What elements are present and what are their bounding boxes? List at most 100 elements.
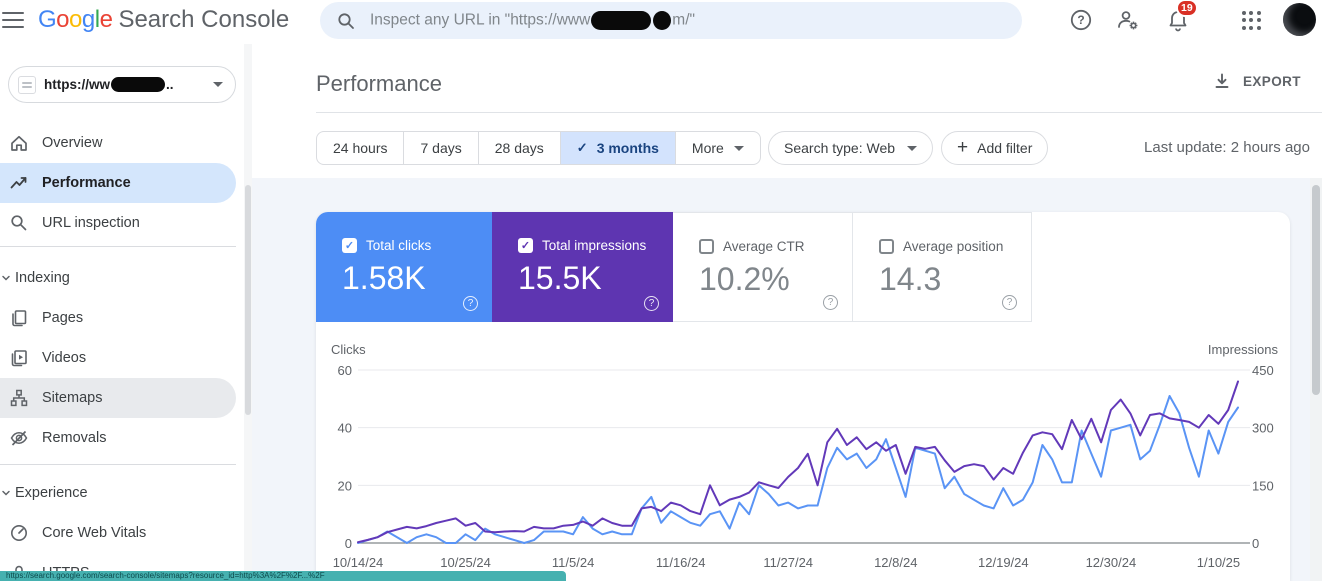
sidebar-divider: [0, 246, 236, 247]
card-average-position[interactable]: Average position 14.3 ?: [852, 212, 1032, 322]
menu-icon[interactable]: [2, 12, 24, 28]
x-axis-tick: 11/5/24: [552, 555, 594, 570]
sidebar-item-overview[interactable]: Overview: [0, 123, 236, 163]
section-label: Experience: [15, 485, 88, 501]
sidebar-item-label: Overview: [42, 135, 103, 151]
sidebar-item-sitemaps[interactable]: Sitemaps: [0, 378, 236, 418]
range-24-hours[interactable]: 24 hours: [317, 132, 405, 164]
help-icon[interactable]: ?: [1002, 295, 1017, 310]
card-total-clicks[interactable]: ✓ Total clicks 1.58K ?: [316, 212, 492, 322]
plus-icon: +: [957, 137, 969, 158]
performance-icon: [10, 177, 27, 189]
videos-icon: [11, 350, 27, 367]
redacted-domain-2: [653, 11, 672, 30]
sidebar-scrollbar-thumb[interactable]: [245, 185, 251, 415]
sidebar-section-experience[interactable]: Experience: [0, 477, 236, 509]
notifications-bell-icon[interactable]: 19: [1164, 0, 1198, 34]
range-more-dropdown[interactable]: More: [676, 132, 760, 164]
redacted-domain: [591, 11, 652, 30]
search-type-dropdown[interactable]: Search type: Web: [768, 131, 934, 165]
pages-icon: [12, 310, 27, 327]
checkbox-average-position[interactable]: [879, 239, 894, 254]
right-axis-tick: 0: [1252, 536, 1259, 551]
x-axis-tick: 10/14/24: [333, 555, 384, 570]
sidebar-item-performance[interactable]: Performance: [0, 163, 236, 203]
page-title: Performance: [316, 71, 442, 96]
section-label: Indexing: [15, 270, 70, 286]
sidebar-scrollbar[interactable]: [244, 44, 252, 581]
add-filter-button[interactable]: + Add filter: [941, 131, 1049, 165]
property-selector[interactable]: https://ww..: [8, 66, 236, 103]
right-axis-tick: 150: [1252, 478, 1274, 493]
avatar[interactable]: [1283, 3, 1316, 36]
performance-card: ✓ Total clicks 1.58K ? ✓ Total impressions…: [316, 212, 1290, 581]
sidebar-item-url-inspection[interactable]: URL inspection: [0, 203, 236, 243]
url-inspect-searchbar[interactable]: Inspect any URL in "https://www m/": [320, 2, 1022, 39]
card-total-impressions[interactable]: ✓ Total impressions 15.5K ?: [492, 212, 673, 322]
date-range-group: 24 hours 7 days 28 days ✓ 3 months More: [316, 131, 761, 165]
sidebar-item-removals[interactable]: Removals: [0, 418, 236, 458]
checkbox-total-impressions[interactable]: ✓: [518, 238, 533, 253]
header-divider: [316, 112, 1322, 113]
performance-line-chart[interactable]: 0 20 40 60 0 150 300 450 Clicks Impressions 10/14/…: [316, 340, 1290, 581]
sidebar-item-label: Pages: [42, 310, 84, 326]
export-label: EXPORT: [1243, 73, 1301, 89]
chart-line-clicks[interactable]: [357, 395, 1239, 544]
sidebar-item-label: Core Web Vitals: [42, 525, 147, 541]
last-update-text: Last update: 2 hours ago: [1144, 139, 1310, 156]
sidebar-divider: [0, 464, 236, 465]
left-axis-tick: 40: [338, 421, 352, 436]
sidebar-section-indexing[interactable]: Indexing: [0, 262, 236, 294]
right-axis-tick: 300: [1252, 421, 1274, 436]
home-icon: [11, 135, 27, 151]
range-3-months[interactable]: ✓ 3 months: [560, 132, 676, 164]
metric-value: 14.3: [879, 261, 942, 297]
checkbox-average-ctr[interactable]: [699, 239, 714, 254]
sidebar-item-pages[interactable]: Pages: [0, 298, 236, 338]
checkbox-total-clicks[interactable]: ✓: [342, 238, 357, 253]
page-scrollbar[interactable]: [1310, 178, 1322, 581]
left-axis-title: Clicks: [331, 342, 366, 357]
right-axis-title: Impressions: [1208, 342, 1279, 357]
left-axis-tick: 60: [338, 363, 352, 378]
chevron-down-icon: [733, 145, 744, 151]
metric-value: 1.58K: [342, 260, 426, 296]
browser-status-bar: https://search.google.com/search-console…: [0, 571, 566, 581]
range-28-days[interactable]: 28 days: [479, 132, 561, 164]
x-axis-tick: 1/10/25: [1197, 555, 1240, 570]
download-icon: [1215, 73, 1229, 88]
notification-badge: 19: [1176, 0, 1198, 17]
export-button[interactable]: EXPORT: [1213, 72, 1301, 90]
help-icon[interactable]: ?: [1067, 6, 1095, 34]
help-icon[interactable]: ?: [463, 296, 478, 311]
sidebar: https://ww.. Overview Performance URL in…: [0, 44, 244, 581]
sidebar-item-label: Videos: [42, 350, 87, 366]
eye-off-icon: [10, 430, 28, 446]
left-axis-tick: 0: [345, 536, 352, 551]
help-icon[interactable]: ?: [644, 296, 659, 311]
google-logo[interactable]: Google Search Console: [38, 6, 289, 34]
card-average-ctr[interactable]: Average CTR 10.2% ?: [673, 212, 852, 322]
sidebar-item-label: URL inspection: [42, 215, 140, 231]
x-axis-tick: 11/16/24: [656, 555, 706, 570]
apps-grid-icon[interactable]: [1237, 6, 1265, 34]
sidebar-item-videos[interactable]: Videos: [0, 338, 236, 378]
speedometer-icon: [11, 525, 27, 541]
metric-value: 10.2%: [699, 261, 790, 297]
range-7-days[interactable]: 7 days: [404, 132, 479, 164]
search-icon: [338, 12, 354, 29]
sidebar-item-core-web-vitals[interactable]: Core Web Vitals: [0, 513, 236, 553]
chart-line-impressions[interactable]: [357, 380, 1239, 544]
search-icon: [11, 215, 27, 231]
help-icon[interactable]: ?: [823, 295, 838, 310]
x-axis-tick: 12/30/24: [1086, 555, 1137, 570]
chevron-down-icon: [2, 275, 10, 281]
property-url: https://ww..: [44, 76, 174, 93]
x-axis-tick: 12/19/24: [978, 555, 1029, 570]
page-scrollbar-thumb[interactable]: [1312, 185, 1320, 395]
metric-label: Total clicks: [366, 238, 432, 253]
product-name: Search Console: [118, 6, 290, 33]
property-favicon: [18, 75, 36, 94]
user-settings-icon[interactable]: [1114, 6, 1142, 34]
metric-label: Average position: [903, 239, 1004, 254]
